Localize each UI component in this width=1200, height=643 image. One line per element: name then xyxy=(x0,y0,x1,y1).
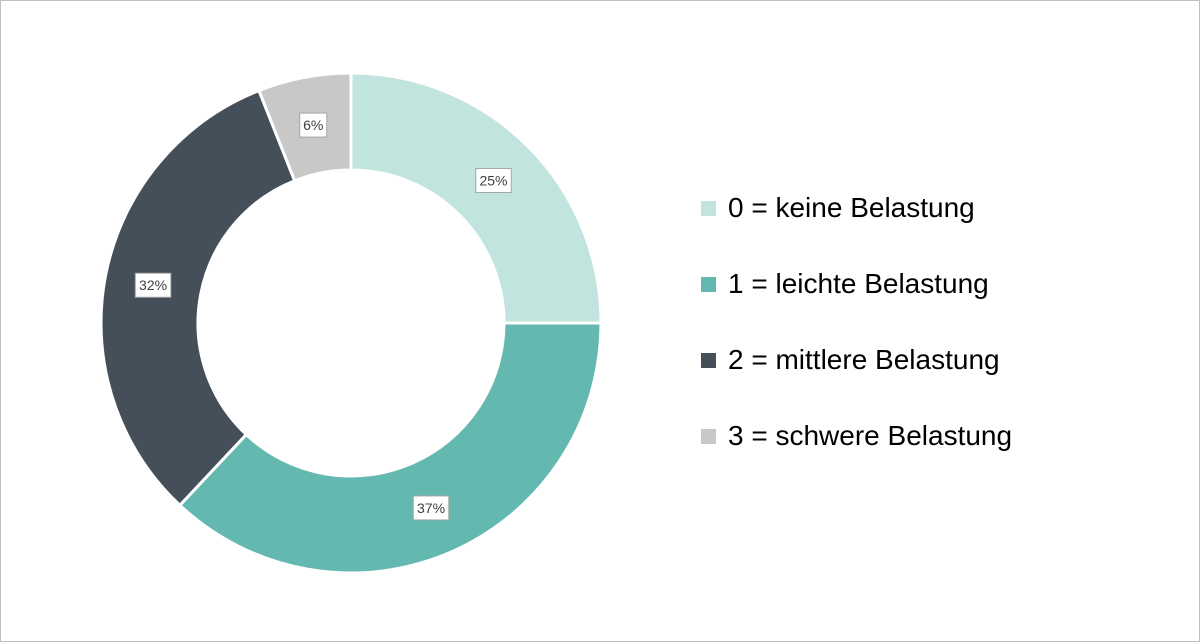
legend-swatch-0 xyxy=(701,200,716,216)
data-label-box-2 xyxy=(134,272,172,298)
legend-item-0: 0 = keine Belastung xyxy=(701,186,1012,230)
legend-swatch-1 xyxy=(701,276,716,292)
data-label-text-3: 6% xyxy=(303,117,323,133)
legend-item-3: 3 = schwere Belastung xyxy=(701,414,1012,458)
legend-label-2: 2 = mittlere Belastung xyxy=(728,344,1000,375)
data-label-1: 37% xyxy=(412,495,450,521)
legend-item-1: 1 = leichte Belastung xyxy=(701,262,1012,306)
data-label-text-2: 32% xyxy=(139,277,167,293)
data-label-text-0: 25% xyxy=(479,173,507,189)
data-label-box-0 xyxy=(475,168,512,194)
data-label-box-3 xyxy=(299,112,328,138)
data-label-0: 25% xyxy=(475,168,512,194)
donut-slice-2 xyxy=(99,88,297,508)
data-label-text-1: 37% xyxy=(417,500,445,516)
donut-slice-1 xyxy=(177,321,603,575)
data-label-2: 32% xyxy=(134,272,172,298)
legend: 0 = keine Belastung 1 = leichte Belastun… xyxy=(701,186,1012,490)
legend-label-1: 1 = leichte Belastung xyxy=(728,268,989,299)
legend-label-3: 3 = schwere Belastung xyxy=(728,420,1013,451)
data-label-box-1 xyxy=(412,495,450,521)
legend-label-0: 0 = keine Belastung xyxy=(728,192,975,223)
data-label-3: 6% xyxy=(299,112,328,138)
donut-slice-0 xyxy=(349,71,603,325)
legend-swatch-2 xyxy=(701,352,716,368)
legend-swatch-3 xyxy=(701,428,716,444)
legend-item-2: 2 = mittlere Belastung xyxy=(701,338,1012,382)
